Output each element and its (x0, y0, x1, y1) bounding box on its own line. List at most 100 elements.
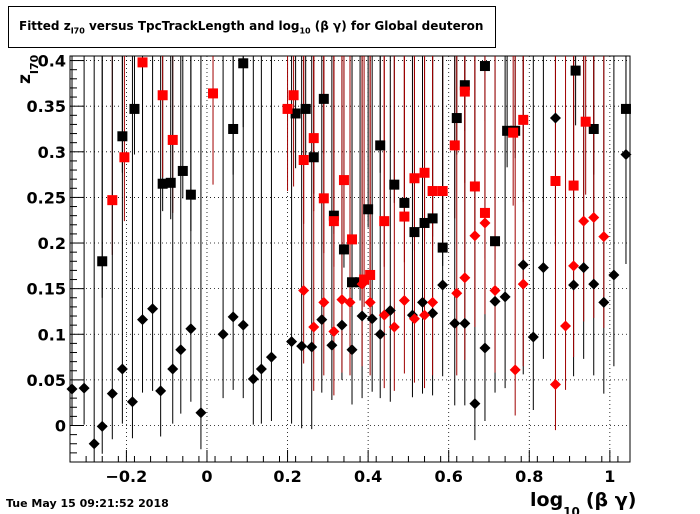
diamond-marker (588, 211, 600, 223)
square-marker (419, 167, 430, 178)
square-marker (490, 236, 501, 247)
square-marker (451, 113, 462, 124)
diamond-marker (298, 284, 310, 296)
diamond-marker (560, 320, 572, 332)
diamond-marker (479, 342, 491, 354)
square-marker (437, 186, 448, 197)
diamond-marker (568, 260, 580, 272)
diamond-marker (459, 272, 471, 284)
square-marker (508, 127, 519, 138)
square-marker (107, 195, 118, 206)
x-axis-label: log10(β γ) (530, 489, 636, 514)
diamond-marker (336, 319, 348, 331)
chart-title: Fitted zI70 versus TpcTrackLength and lo… (19, 19, 484, 36)
square-marker (208, 88, 219, 99)
diamond-marker (568, 279, 580, 291)
square-marker (117, 131, 128, 142)
diamond-marker (537, 262, 549, 274)
square-marker (308, 133, 319, 144)
diamond-marker (517, 278, 529, 290)
square-marker (97, 256, 108, 267)
square-marker (363, 204, 374, 215)
square-marker (469, 181, 480, 192)
square-marker (129, 103, 140, 114)
square-marker (379, 216, 390, 227)
square-marker (328, 216, 339, 227)
square-marker (399, 211, 410, 222)
square-marker (157, 90, 168, 101)
diamond-marker (346, 344, 358, 356)
square-marker (570, 65, 581, 76)
square-marker (568, 180, 579, 191)
diamond-marker (364, 296, 376, 308)
diamond-marker (296, 340, 308, 352)
diamond-marker (78, 382, 90, 394)
diamond-marker (374, 328, 386, 340)
square-marker (282, 103, 293, 114)
square-marker (290, 108, 301, 119)
square-marker (167, 134, 178, 145)
diamond-marker (308, 321, 320, 333)
square-marker (185, 189, 196, 200)
y-tick-label: 0.05 (27, 371, 66, 390)
square-marker (347, 234, 358, 245)
x-tick-label: 1 (604, 467, 615, 486)
diamond-marker (427, 307, 439, 319)
square-marker (318, 93, 329, 104)
diamond-marker (449, 317, 461, 329)
diamond-marker (286, 336, 298, 348)
diamond-marker (328, 326, 340, 338)
timestamp: Tue May 15 09:21:52 2018 (6, 497, 169, 510)
diamond-marker (185, 323, 197, 335)
square-marker (238, 58, 249, 69)
diamond-marker (116, 363, 128, 375)
diamond-marker (598, 296, 610, 308)
y-tick-label: 0.25 (27, 188, 66, 207)
y-tick-label: 0.1 (38, 325, 66, 344)
square-marker (308, 152, 319, 163)
square-marker (419, 217, 430, 228)
square-marker (300, 103, 311, 114)
square-marker (338, 244, 349, 255)
square-marker (479, 207, 490, 218)
diamond-marker (155, 385, 167, 397)
square-marker (550, 175, 561, 186)
y-tick-label: 0.2 (38, 234, 66, 253)
diamond-marker (598, 231, 610, 243)
square-marker (389, 179, 400, 190)
square-marker (165, 177, 176, 188)
square-marker (375, 140, 386, 151)
diamond-marker (489, 295, 501, 307)
diamond-marker (227, 311, 239, 323)
square-marker (399, 197, 410, 208)
square-marker (409, 173, 420, 184)
chart-title-box: Fitted zI70 versus TpcTrackLength and lo… (8, 6, 496, 48)
x-tick-label: 0.6 (435, 467, 463, 486)
diamond-marker (378, 309, 390, 321)
diamond-marker (356, 278, 368, 290)
diamond-marker (489, 284, 501, 296)
diamond-marker (175, 344, 187, 356)
y-tick-label: 0.3 (38, 143, 66, 162)
square-marker (479, 61, 490, 72)
y-tick-label: 0.4 (38, 52, 66, 71)
diamond-marker (106, 388, 118, 400)
y-axis-label: zI70 (15, 54, 41, 84)
diamond-marker (469, 230, 481, 242)
diamond-marker (126, 396, 138, 408)
diamond-marker (459, 317, 471, 329)
diamond-marker (137, 314, 149, 326)
diamond-marker (88, 438, 100, 450)
diamond-marker (608, 269, 620, 281)
x-tick-label: 0 (201, 467, 212, 486)
diamond-marker (408, 313, 420, 325)
diamond-marker (255, 363, 267, 375)
diamond-marker (549, 112, 561, 124)
x-tick-label: 0.4 (354, 467, 382, 486)
y-tick-label: 0 (55, 417, 66, 436)
diamond-marker (499, 291, 511, 303)
x-axis-ticks: −0.2 0 0.2 0.4 0.6 0.8 1 (69, 450, 619, 486)
square-marker (347, 277, 358, 288)
square-marker (298, 155, 309, 166)
diamond-marker (265, 351, 277, 363)
